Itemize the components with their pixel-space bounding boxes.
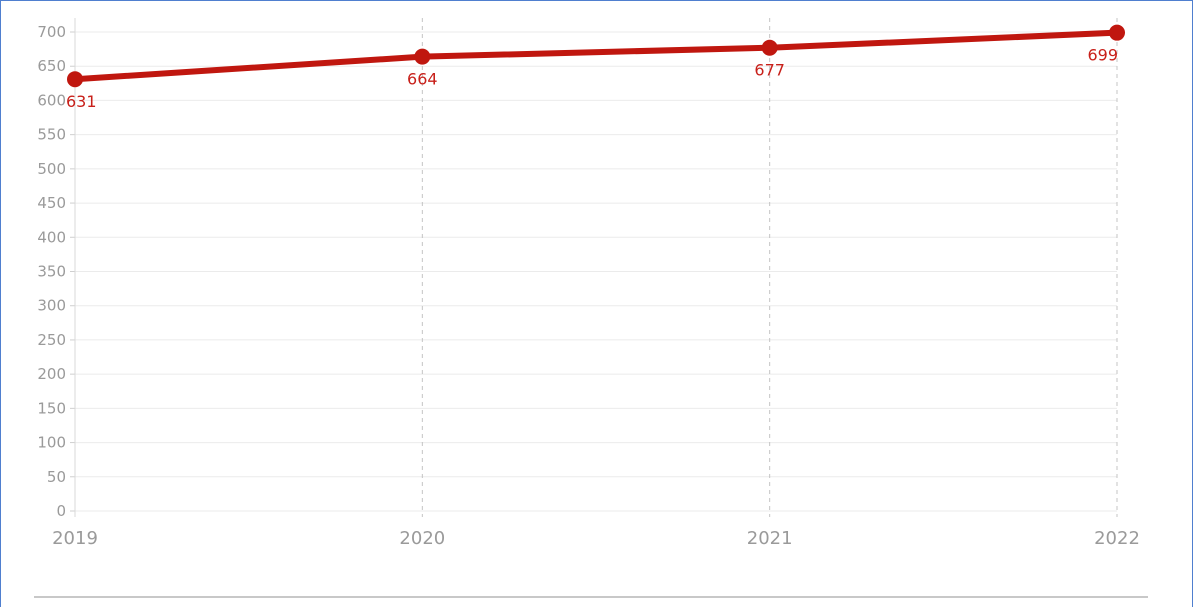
y-tick-label: 350 xyxy=(37,263,66,281)
y-tick-label: 0 xyxy=(56,502,66,520)
y-tick-label: 550 xyxy=(37,126,66,144)
x-tick-label: 2019 xyxy=(52,528,98,549)
y-tick-label: 200 xyxy=(37,365,66,383)
y-tick-label: 150 xyxy=(37,399,66,417)
data-label: 631 xyxy=(66,92,97,111)
y-tick-label: 650 xyxy=(37,57,66,75)
y-tick-label: 100 xyxy=(37,434,66,452)
y-tick-label: 250 xyxy=(37,331,66,349)
y-tick-label: 700 xyxy=(37,23,66,41)
data-point xyxy=(1109,24,1125,41)
x-tick-label: 2020 xyxy=(399,528,445,549)
axis-layer: 0 50 100 150 200 250 300 350 400 450 500 550 600 650 7… xyxy=(37,18,1140,549)
data-label: 664 xyxy=(407,70,438,89)
data-point xyxy=(761,39,778,56)
y-tick-label: 400 xyxy=(37,228,66,246)
data-label: 677 xyxy=(754,61,785,80)
footer-divider xyxy=(34,596,1148,598)
y-tick-label: 450 xyxy=(37,194,66,212)
data-point xyxy=(67,71,83,88)
series-layer xyxy=(67,24,1125,88)
y-tick-label: 300 xyxy=(37,297,66,315)
y-tick-label: 600 xyxy=(37,91,66,109)
y-tick-label: 50 xyxy=(47,468,66,486)
data-point xyxy=(414,48,431,65)
data-label-layer: 631 664 677 699 xyxy=(66,46,1118,112)
x-tick-label: 2021 xyxy=(747,528,793,549)
x-tick-label: 2022 xyxy=(1094,528,1140,549)
y-tick-label: 500 xyxy=(37,160,66,178)
data-label: 699 xyxy=(1087,46,1118,65)
series-line xyxy=(72,29,1120,83)
grid-layer xyxy=(75,18,1118,517)
